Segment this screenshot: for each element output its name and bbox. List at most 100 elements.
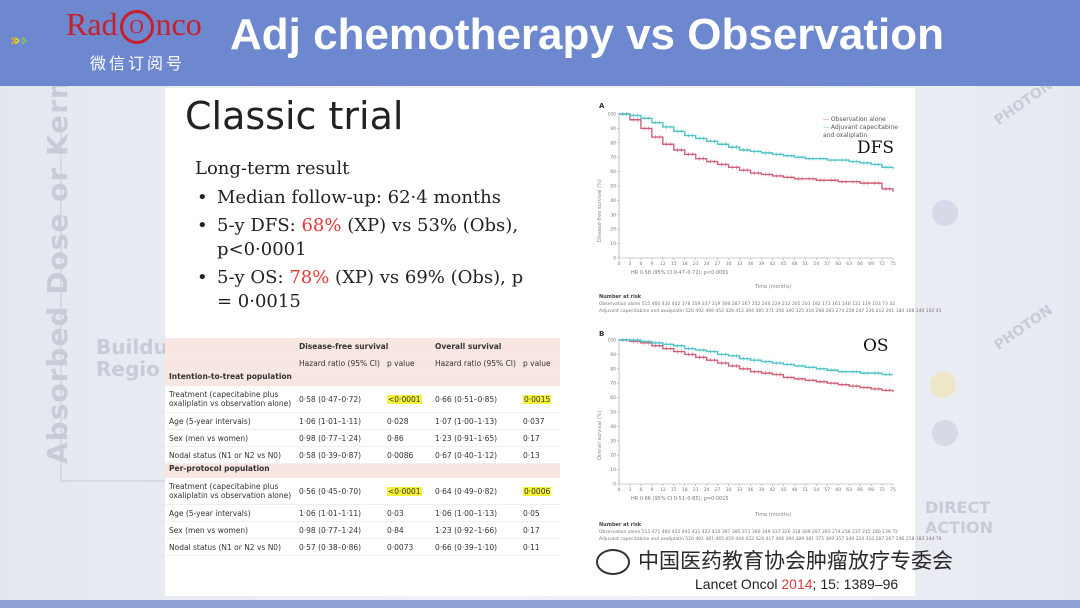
y-tick-label: 0 (613, 256, 616, 262)
table-cell: 0·037 (523, 416, 545, 426)
bullet-os-highlight: 78% (289, 267, 330, 288)
slide-subtitle: Long-term result (195, 158, 350, 179)
x-tick-label: 75 (890, 487, 896, 493)
number-at-risk-title: Number at risk (599, 522, 642, 528)
background-dot-icon (932, 200, 958, 226)
bullet-dfs-highlight: 68% (301, 215, 342, 236)
x-tick-label: 12 (660, 487, 666, 493)
table-cell: 1·23 (0·91–1·65) (435, 433, 498, 443)
y-tick-label: 30 (610, 212, 616, 218)
table-col-header: Hazard ratio (95% CI) (435, 358, 516, 368)
x-tick-label: 60 (835, 261, 841, 267)
bottom-bar (0, 600, 1080, 608)
slide-panel: Classic trial Long-term result Median fo… (165, 88, 942, 596)
bullet-os: 5-y OS: 78% (XP) vs 69% (Obs), p = 0·001… (195, 266, 525, 314)
x-tick-label: 57 (824, 487, 830, 493)
x-tick-label: 15 (671, 487, 677, 493)
table-cell: 0·66 (0·51–0·85) (435, 394, 498, 404)
x-tick-label: 18 (682, 261, 688, 267)
panel-label-b: B (599, 330, 605, 338)
table-col-header: p value (523, 358, 551, 368)
km-curve-capox (619, 113, 894, 169)
table-cell: 0·11 (523, 542, 540, 552)
table-cell-label: Treatment (capecitabine plus oxaliplatin… (169, 390, 292, 408)
number-at-risk-row: Observation alone 515 471 460 452 442 43… (599, 530, 898, 535)
x-tick-label: 6 (639, 261, 642, 267)
legend-label: Observation alone (830, 116, 886, 123)
table-cell: 1·06 (1·01–1·11) (299, 508, 362, 518)
km-panel-dfs: A — Observation alone — Adjuvant capecit… (595, 102, 942, 342)
x-tick-label: 24 (704, 261, 710, 267)
y-tick-label: 10 (610, 467, 616, 473)
table-cell: 0·57 (0·38–0·86) (299, 542, 362, 552)
panel-label-a: A (599, 102, 605, 110)
wechat-icon (596, 549, 630, 575)
y-tick-label: 80 (610, 366, 616, 372)
number-at-risk-row: Adjuvant capecitabine and oxaliplatin 52… (599, 537, 942, 542)
logo-text-part2: nco (155, 6, 202, 42)
table-cell: 0·028 (387, 416, 409, 426)
x-tick-label: 3 (629, 261, 632, 267)
x-tick-label: 0 (618, 487, 621, 493)
table-cell: 0·56 (0·45–0·70) (299, 486, 362, 496)
x-tick-label: 21 (693, 487, 699, 493)
table-cell: 0·03 (387, 508, 404, 518)
x-tick-label: 39 (759, 487, 765, 493)
table-column-header-row: Hazard ratio (95% CI) p value Hazard rat… (165, 355, 560, 372)
bullet-followup: Median follow-up: 62·4 months (195, 186, 525, 210)
x-tick-label: 30 (726, 487, 732, 493)
table-cell: 1·06 (1·00–1·13) (435, 508, 498, 518)
table-cell: 1·23 (0·92–1·66) (435, 525, 498, 535)
background-dot-icon (930, 372, 956, 398)
logo-o-icon: O (119, 10, 154, 44)
logo-subtitle: 微信订阅号 (90, 54, 186, 73)
table-row: Nodal status (N1 or N2 vs N0) 0·57 (0·38… (165, 539, 560, 556)
y-tick-label: 60 (610, 395, 616, 401)
x-tick-label: 36 (748, 487, 754, 493)
x-tick-label: 51 (802, 261, 808, 267)
table-cell-label: Age (5-year intervals) (169, 508, 251, 518)
bullet-dfs: 5-y DFS: 68% (XP) vs 53% (Obs), p<0·0001 (195, 214, 525, 262)
table-group-header-row: Disease-free survival Overall survival (165, 338, 560, 355)
bullet-followup-text: Median follow-up: 62·4 months (217, 187, 502, 208)
x-tick-label: 9 (650, 261, 653, 267)
y-tick-label: 80 (610, 140, 616, 146)
table-cell: 0·98 (0·77–1·24) (299, 433, 362, 443)
chart-legend: — Observation alone — Adjuvant capecitab… (823, 116, 910, 140)
x-tick-label: 24 (704, 487, 710, 493)
legend-entry: — Adjuvant capecitabine and oxaliplatin (823, 124, 898, 139)
table-cell: 0·58 (0·47–0·72) (299, 394, 362, 404)
hazard-ratio-table: Disease-free survival Overall survival H… (165, 338, 560, 556)
x-tick-label: 63 (846, 487, 852, 493)
table-cell: 0·67 (0·40–1·12) (435, 450, 498, 460)
table-cell-label: Age (5-year intervals) (169, 416, 251, 426)
y-tick-label: 40 (610, 198, 616, 204)
km-curve-capox (619, 339, 893, 376)
y-tick-label: 90 (610, 126, 616, 132)
curve-label-dfs: DFS (857, 138, 895, 158)
background-dot-icon (932, 420, 958, 446)
number-at-risk-row: Adjuvant capecitabine and oxaliplatin 52… (599, 309, 942, 314)
x-tick-label: 42 (770, 487, 776, 493)
x-tick-label: 66 (857, 261, 863, 267)
table-row: Sex (men vs women) 0·98 (0·77–1·24) 0·84… (165, 522, 560, 539)
table-cell: 0·58 (0·39–0·87) (299, 450, 362, 460)
x-axis-title: Time (months) (755, 512, 792, 518)
hazard-ratio-text: HR 0·58 (95% CI 0·47–0·72); p<0·0001 (631, 270, 729, 276)
number-at-risk-title: Number at risk (599, 294, 642, 300)
y-tick-label: 50 (610, 184, 616, 190)
x-tick-label: 0 (618, 261, 621, 267)
background-label-right-line1: DIRECT (925, 498, 991, 517)
nar-values: 515 471 460 452 442 431 422 410 397 385 … (641, 530, 898, 535)
y-tick-label: 90 (610, 352, 616, 358)
table-cell: 0·05 (523, 508, 540, 518)
nar-label: Adjuvant capecitabine and oxaliplatin (599, 537, 684, 542)
table-cell: 1·06 (1·01–1·11) (299, 416, 362, 426)
table-cell-highlight: <0·0001 (387, 394, 422, 404)
table-section-title: Intention-to-treat population (165, 372, 560, 386)
table-group-header-dfs: Disease-free survival (299, 341, 389, 351)
table-cell-highlight: <0·0001 (387, 486, 422, 496)
table-cell: 0·64 (0·49–0·82) (435, 486, 498, 496)
bullet-dfs-pre: 5-y DFS: (217, 215, 302, 236)
